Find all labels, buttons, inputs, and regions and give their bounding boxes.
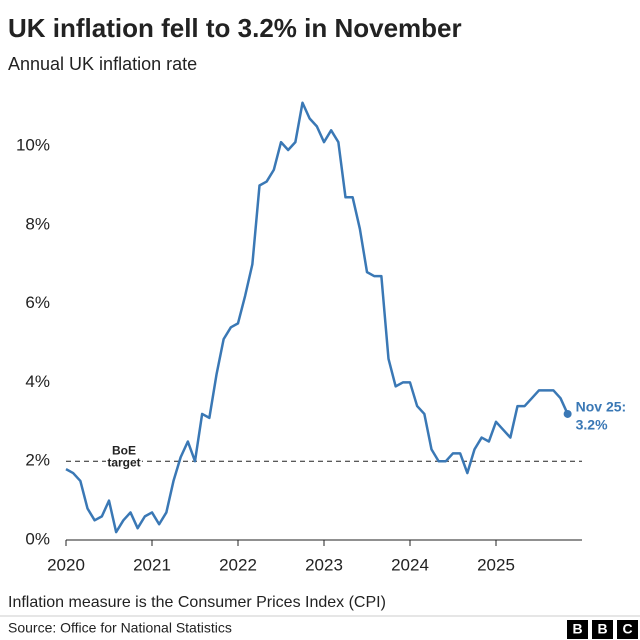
chart-title: UK inflation fell to 3.2% in November <box>8 13 462 43</box>
logo-letter: B <box>597 621 607 637</box>
x-tick-label: 2020 <box>47 555 85 574</box>
line <box>65 101 569 534</box>
y-tick-label: 2% <box>25 451 50 470</box>
y-tick-label: 0% <box>25 529 50 548</box>
logo-box <box>617 620 638 639</box>
chart-subtitle: Annual UK inflation rate <box>8 54 197 74</box>
end-point <box>563 409 572 418</box>
x-tick-label: 2022 <box>219 555 257 574</box>
y-tick-label: 10% <box>16 136 50 155</box>
logo-letter: B <box>572 621 582 637</box>
x-tick-label: 2021 <box>133 555 171 574</box>
note: Inflation measure is the Consumer Prices… <box>8 594 386 611</box>
x-tick-label: 2025 <box>477 555 515 574</box>
y-tick-label: 8% <box>25 214 50 233</box>
x-tick-label: 2023 <box>305 555 343 574</box>
y-tick-label: 6% <box>25 293 50 312</box>
x-tick-label: 2024 <box>391 555 429 574</box>
target-label: target <box>107 455 140 469</box>
source: Source: Office for National Statistics <box>8 620 232 636</box>
end-label: 3.2% <box>576 417 608 433</box>
logo-letter: C <box>622 621 632 637</box>
end-label: Nov 25: <box>576 399 627 415</box>
logo-box <box>592 620 613 639</box>
y-tick-label: 4% <box>25 372 50 391</box>
logo-box <box>567 620 588 639</box>
target-label: BoE <box>112 443 136 457</box>
